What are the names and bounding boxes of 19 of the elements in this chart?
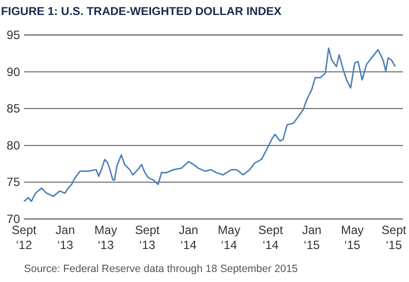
x-tick-label: Jan ‘13	[56, 223, 75, 252]
x-tick-label: May ‘15	[340, 223, 364, 252]
x-tick-label: Jan ‘15	[302, 223, 322, 252]
chart-title: FIGURE 1: U.S. TRADE-WEIGHTED DOLLAR INDEX	[1, 6, 282, 18]
x-tick-label: Jan ‘14	[178, 223, 198, 252]
y-tick-label: 85	[6, 102, 20, 116]
source-note: Source: Federal Reserve data through 18 September 2015	[24, 263, 298, 275]
y-tick-label: 80	[6, 138, 20, 152]
x-tick-label: May ‘13	[94, 223, 118, 252]
y-tick-label: 75	[6, 175, 20, 190]
x-tick-label: Sept ‘15	[382, 223, 407, 252]
y-tick-label: 95	[6, 28, 20, 42]
x-tick-label: Sept ‘13	[134, 223, 160, 252]
y-tick-label: 90	[6, 64, 20, 79]
line-series	[23, 48, 396, 202]
x-tick-label: May ‘14	[218, 223, 240, 252]
x-tick-label: Sept ‘12	[12, 223, 38, 252]
x-tick-label: Sept ‘14	[258, 223, 284, 252]
y-tick-label: 70	[6, 212, 20, 226]
